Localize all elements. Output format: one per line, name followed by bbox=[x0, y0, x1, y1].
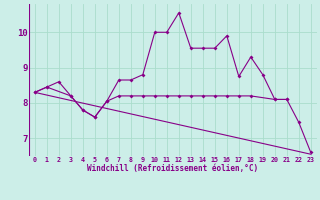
X-axis label: Windchill (Refroidissement éolien,°C): Windchill (Refroidissement éolien,°C) bbox=[87, 164, 258, 173]
